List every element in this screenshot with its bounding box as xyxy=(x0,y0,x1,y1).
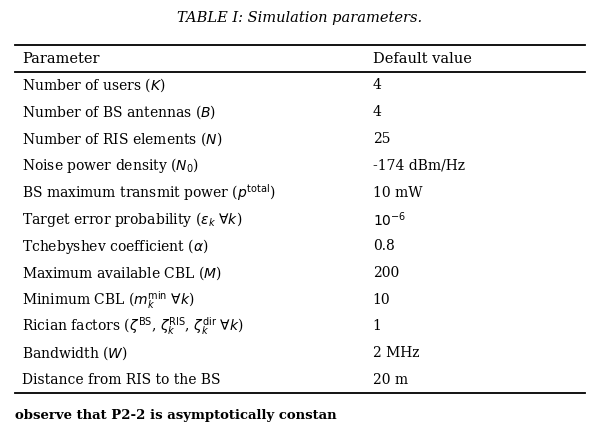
Text: Bandwidth ($W$): Bandwidth ($W$) xyxy=(22,344,128,362)
Text: 10: 10 xyxy=(373,293,391,307)
Text: 10 mW: 10 mW xyxy=(373,185,422,200)
Text: Distance from RIS to the BS: Distance from RIS to the BS xyxy=(22,373,221,387)
Text: Target error probability ($\varepsilon_k$ $\forall k$): Target error probability ($\varepsilon_k… xyxy=(22,210,242,229)
Text: Number of users ($K$): Number of users ($K$) xyxy=(22,77,166,94)
Text: Number of RIS elements ($N$): Number of RIS elements ($N$) xyxy=(22,130,223,148)
Text: Minimum CBL ($m_k^{\min}$ $\forall k$): Minimum CBL ($m_k^{\min}$ $\forall k$) xyxy=(22,289,195,310)
Text: TABLE I: Simulation parameters.: TABLE I: Simulation parameters. xyxy=(178,11,422,25)
Text: 4: 4 xyxy=(373,78,382,92)
Text: Maximum available CBL ($M$): Maximum available CBL ($M$) xyxy=(22,264,222,282)
Text: Noise power density ($N_0$): Noise power density ($N_0$) xyxy=(22,156,199,175)
Text: Tchebyshev coefficient ($\alpha$): Tchebyshev coefficient ($\alpha$) xyxy=(22,237,209,255)
Text: observe that P2-2 is asymptotically constan: observe that P2-2 is asymptotically cons… xyxy=(15,409,337,422)
Text: Default value: Default value xyxy=(373,52,472,65)
Text: 0.8: 0.8 xyxy=(373,239,395,253)
Text: $10^{-6}$: $10^{-6}$ xyxy=(373,210,406,229)
Text: 4: 4 xyxy=(373,105,382,119)
Text: 20 m: 20 m xyxy=(373,373,408,387)
Text: 1: 1 xyxy=(373,319,382,334)
Text: Rician factors ($\zeta^{\mathrm{BS}}$, $\zeta_k^{\mathrm{RIS}}$, $\zeta_k^{\math: Rician factors ($\zeta^{\mathrm{BS}}$, $… xyxy=(22,316,244,338)
Text: BS maximum transmit power ($p^{\mathrm{total}}$): BS maximum transmit power ($p^{\mathrm{t… xyxy=(22,182,276,203)
Text: Number of BS antennas ($B$): Number of BS antennas ($B$) xyxy=(22,103,217,121)
Text: Parameter: Parameter xyxy=(22,52,100,65)
Text: -174 dBm/Hz: -174 dBm/Hz xyxy=(373,159,465,173)
Text: 200: 200 xyxy=(373,266,399,280)
Text: 25: 25 xyxy=(373,132,390,146)
Text: 2 MHz: 2 MHz xyxy=(373,346,419,360)
